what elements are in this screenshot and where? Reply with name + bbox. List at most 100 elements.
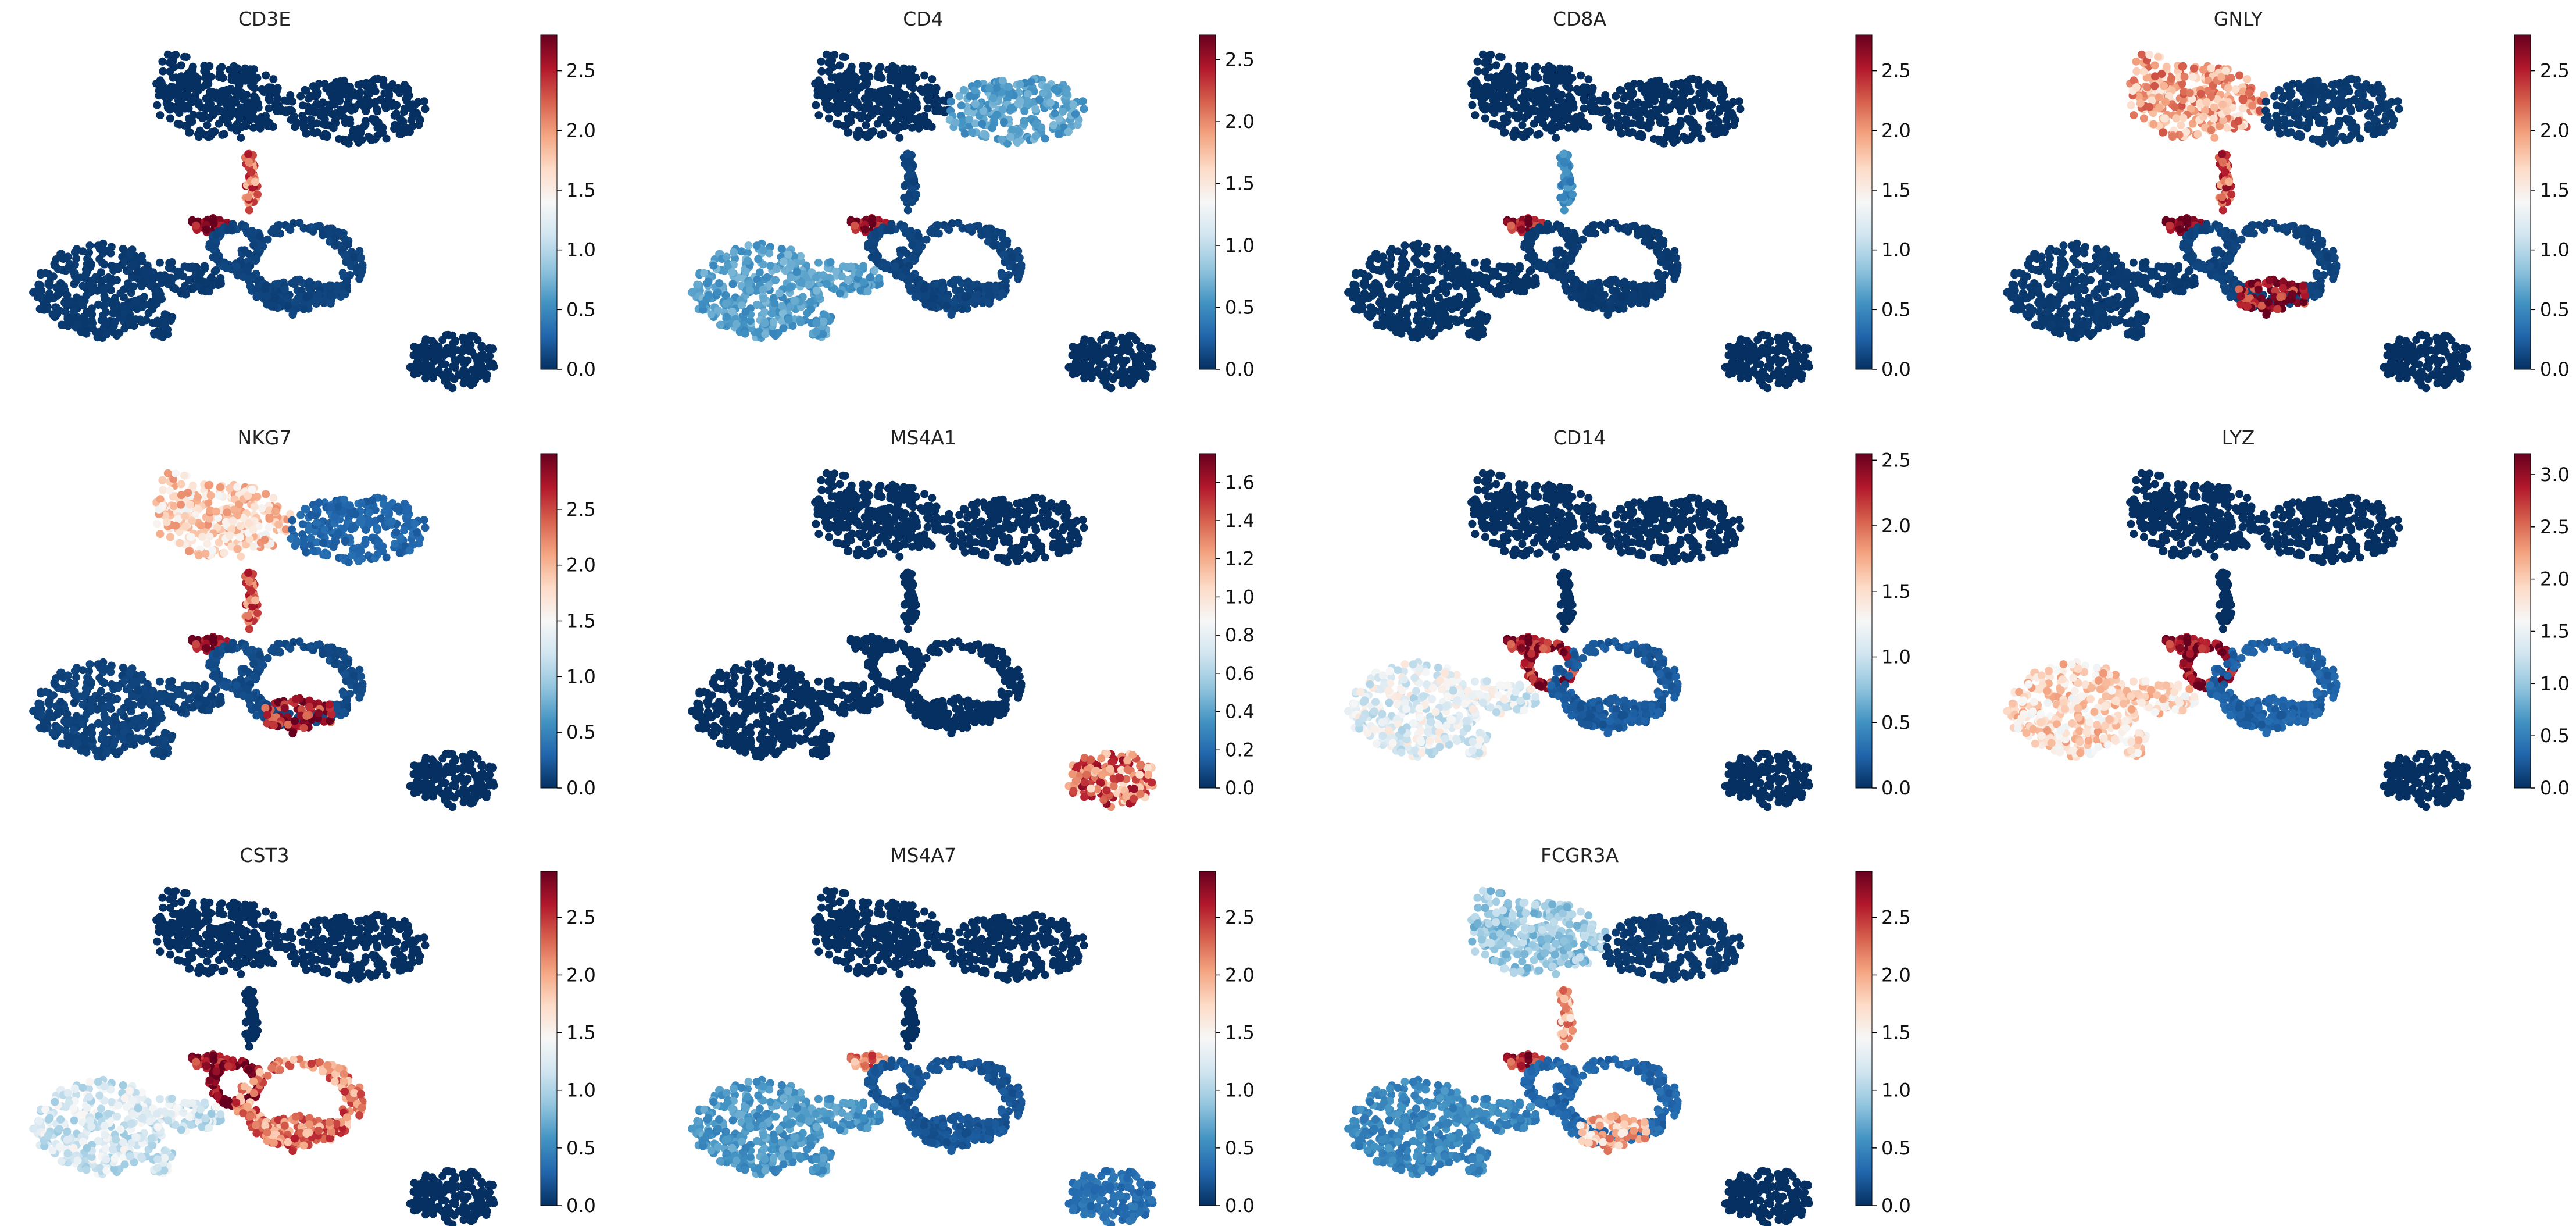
cell-point (1555, 246, 1564, 255)
colorbar-gradient (1855, 34, 1873, 370)
cell-point (903, 229, 912, 238)
cell-point (1512, 102, 1520, 111)
cell-point (145, 280, 154, 289)
cell-point (227, 123, 236, 132)
cell-point (796, 278, 805, 287)
cell-point (1670, 127, 1679, 136)
cell-point (1417, 308, 1425, 316)
cell-point (243, 266, 252, 275)
cell-point (188, 62, 197, 71)
cell-point (1538, 90, 1546, 98)
cell-point (100, 246, 109, 254)
cell-point (1116, 355, 1124, 363)
cell-point (1023, 97, 1031, 105)
cell-point (906, 168, 914, 176)
cell-point (1567, 284, 1575, 293)
cell-point (333, 84, 342, 92)
cell-point (1431, 289, 1440, 298)
colorbar: 0.00.51.01.52.02.5 (1855, 34, 1911, 380)
cell-point (451, 363, 459, 372)
cell-point (1560, 206, 1569, 215)
cell-point (1082, 352, 1091, 361)
cell-point (1510, 133, 1518, 141)
cell-point (930, 88, 938, 97)
cell-point (1641, 298, 1649, 306)
cell-point (767, 309, 776, 318)
cell-point (376, 95, 385, 104)
cell-point (1715, 108, 1724, 116)
cell-point (309, 128, 317, 137)
cell-point (1473, 83, 1482, 91)
cell-point (967, 128, 976, 137)
cell-point (1073, 120, 1082, 129)
cell-point (1564, 241, 1573, 250)
cell-point (715, 279, 724, 287)
cell-point (999, 117, 1008, 126)
cell-point (881, 90, 890, 98)
cell-point (340, 241, 348, 250)
cell-point (392, 109, 401, 117)
cell-point (263, 235, 272, 244)
colorbar-tick-label: 0.5 (1881, 298, 1911, 320)
cell-point (194, 74, 202, 83)
cell-point (228, 98, 237, 106)
cell-point (989, 241, 998, 250)
cell-point (365, 90, 373, 98)
cell-point (29, 288, 38, 297)
cell-point (741, 267, 750, 276)
cell-point (1663, 104, 1672, 112)
cell-point (226, 112, 234, 121)
cell-point (334, 111, 342, 119)
cell-point (1415, 246, 1424, 254)
cell-point (100, 260, 109, 269)
cell-point (489, 359, 498, 368)
cell-point (985, 84, 994, 92)
cell-point (887, 98, 896, 106)
cell-point (113, 276, 122, 284)
cell-point (966, 92, 974, 101)
cell-point (110, 328, 119, 337)
cell-point (1452, 278, 1461, 287)
cell-point (258, 85, 266, 94)
cell-point (1419, 273, 1428, 281)
cell-point (1087, 365, 1095, 374)
colorbar-gradient (1199, 34, 1216, 370)
cell-point (153, 319, 162, 327)
cell-point (1344, 288, 1353, 297)
cell-point (421, 105, 430, 113)
cell-point (1541, 112, 1549, 121)
cell-point (1415, 285, 1424, 294)
cell-point (269, 302, 278, 311)
colorbar-tick-label: 1.0 (1225, 234, 1255, 256)
cell-point (1707, 109, 1716, 117)
cell-point (1743, 365, 1752, 374)
cell-point (477, 343, 486, 351)
cell-point (1541, 65, 1549, 74)
colorbar-tick-label: 1.5 (1225, 173, 1255, 195)
cell-point (908, 252, 917, 261)
cell-point (221, 99, 230, 108)
cell-point (1496, 93, 1505, 102)
cell-point (1378, 291, 1387, 300)
cell-point (817, 83, 826, 91)
cell-point (1371, 279, 1380, 287)
cell-point (1442, 283, 1450, 291)
cell-point (903, 150, 912, 158)
cell-point (759, 246, 767, 254)
cell-point (208, 127, 217, 136)
cell-point (1655, 76, 1663, 85)
cell-point (405, 127, 414, 136)
cell-point (357, 80, 366, 88)
cell-point (1064, 127, 1073, 136)
cell-point (299, 305, 308, 313)
cell-point (1385, 280, 1394, 288)
cell-point (948, 219, 956, 227)
cell-point (831, 267, 840, 276)
cell-point (358, 268, 366, 276)
cell-point (1051, 85, 1059, 94)
cell-point (1136, 371, 1145, 380)
cell-point (721, 291, 730, 300)
cell-point (958, 305, 967, 313)
colorbar-tick-label: 2.5 (1225, 49, 1255, 71)
cell-point (819, 318, 828, 326)
